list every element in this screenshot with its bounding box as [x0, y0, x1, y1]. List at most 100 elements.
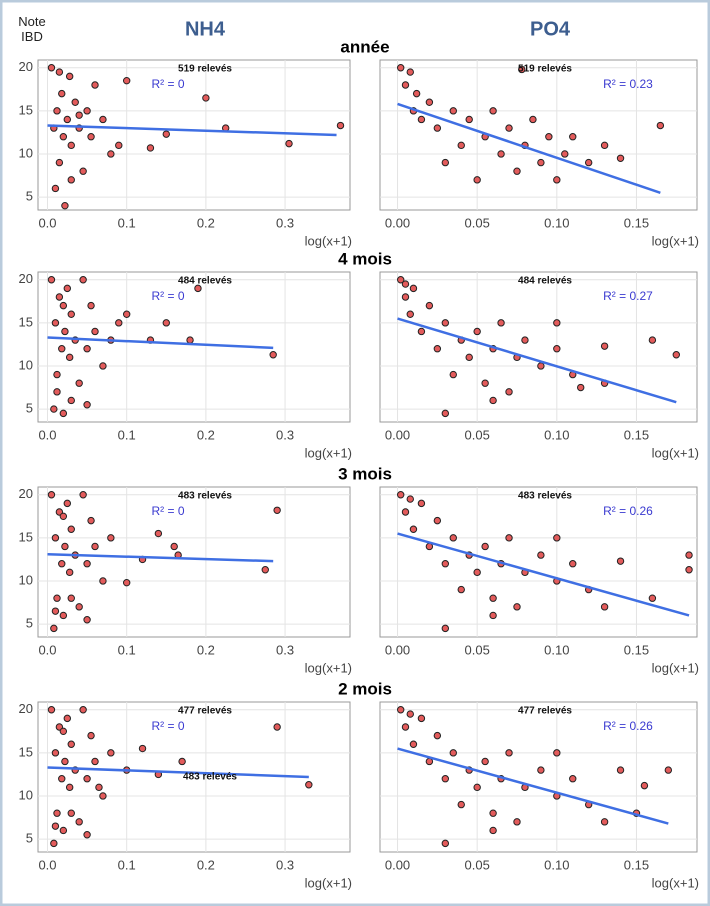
point	[441, 158, 450, 167]
fit-line	[397, 317, 677, 404]
point	[489, 611, 497, 620]
point	[50, 839, 58, 848]
x-tick-label: 0.0	[38, 427, 56, 442]
point	[600, 603, 609, 611]
count-label: 484 relevés	[178, 276, 232, 287]
point	[75, 379, 83, 387]
r2-label: R² = 0	[151, 77, 184, 91]
point	[63, 284, 71, 293]
column-title: NH4	[185, 18, 226, 40]
point	[457, 800, 465, 809]
point	[553, 534, 561, 542]
x-axis-label: log(x+1)	[305, 875, 352, 890]
point	[122, 310, 131, 318]
point	[146, 144, 155, 152]
point	[449, 534, 457, 542]
point	[481, 542, 489, 551]
fit-line	[397, 747, 669, 825]
point	[47, 491, 56, 499]
point	[465, 353, 473, 362]
point	[600, 818, 609, 826]
point	[75, 818, 83, 826]
point	[473, 568, 481, 577]
point	[99, 362, 107, 370]
x-tick-label: 0.1	[118, 427, 136, 442]
point	[53, 107, 61, 115]
point	[99, 792, 107, 800]
point	[513, 167, 521, 175]
point	[449, 749, 457, 757]
point	[51, 749, 60, 757]
point	[107, 534, 115, 542]
x-axis-label: log(x+1)	[652, 445, 699, 460]
point	[640, 781, 649, 790]
x-tick-label: 0.05	[465, 215, 490, 230]
point	[569, 133, 577, 141]
point	[83, 560, 91, 568]
point	[95, 783, 103, 792]
point	[553, 749, 561, 757]
plot-area	[379, 486, 698, 638]
row-title: 3 mois	[338, 464, 392, 483]
point	[115, 141, 123, 150]
point	[616, 557, 625, 565]
point	[273, 506, 281, 514]
point	[285, 139, 293, 148]
point	[406, 710, 414, 718]
y-tick-label: 5	[26, 831, 33, 846]
y-tick-label: 5	[26, 189, 33, 204]
point	[489, 826, 497, 835]
point	[50, 405, 58, 413]
point	[489, 809, 497, 817]
point	[685, 551, 693, 559]
point	[489, 107, 497, 115]
point	[59, 301, 68, 310]
point	[497, 319, 505, 327]
point	[537, 551, 545, 559]
point	[162, 319, 170, 327]
point	[59, 409, 68, 418]
point	[406, 495, 414, 503]
fit-line	[47, 124, 337, 137]
point	[513, 603, 521, 611]
point	[336, 121, 345, 130]
point	[61, 327, 69, 336]
y-tick-label: 15	[19, 529, 33, 544]
x-tick-label: 0.0	[38, 215, 56, 230]
point	[51, 184, 60, 193]
point	[457, 585, 465, 594]
point	[83, 831, 91, 839]
point	[202, 94, 210, 102]
point	[672, 351, 680, 359]
x-tick-label: 0.10	[544, 427, 569, 442]
point	[537, 158, 545, 167]
point	[107, 150, 115, 158]
point	[505, 124, 513, 132]
y-tick-label: 15	[19, 744, 33, 759]
x-axis-label: log(x+1)	[652, 233, 699, 248]
x-tick-label: 0.2	[197, 857, 215, 872]
plot-area	[379, 701, 698, 853]
point	[616, 766, 625, 774]
r2-label: R² = 0	[151, 504, 184, 518]
x-tick-label: 0.3	[276, 642, 294, 657]
x-axis-label: log(x+1)	[652, 875, 699, 890]
point	[465, 115, 473, 124]
point	[648, 336, 657, 344]
point	[518, 65, 526, 74]
r2-label: R² = 0	[151, 289, 184, 303]
point	[569, 775, 577, 783]
point	[51, 319, 60, 327]
x-axis-label: log(x+1)	[305, 445, 352, 460]
point	[417, 327, 426, 336]
y-tick-label: 20	[19, 701, 33, 716]
point	[577, 383, 585, 392]
point	[481, 757, 489, 766]
row-title: 2 mois	[338, 679, 392, 698]
point	[409, 284, 418, 293]
point	[409, 740, 418, 748]
point	[47, 276, 56, 284]
point	[65, 783, 74, 792]
point	[61, 757, 69, 766]
